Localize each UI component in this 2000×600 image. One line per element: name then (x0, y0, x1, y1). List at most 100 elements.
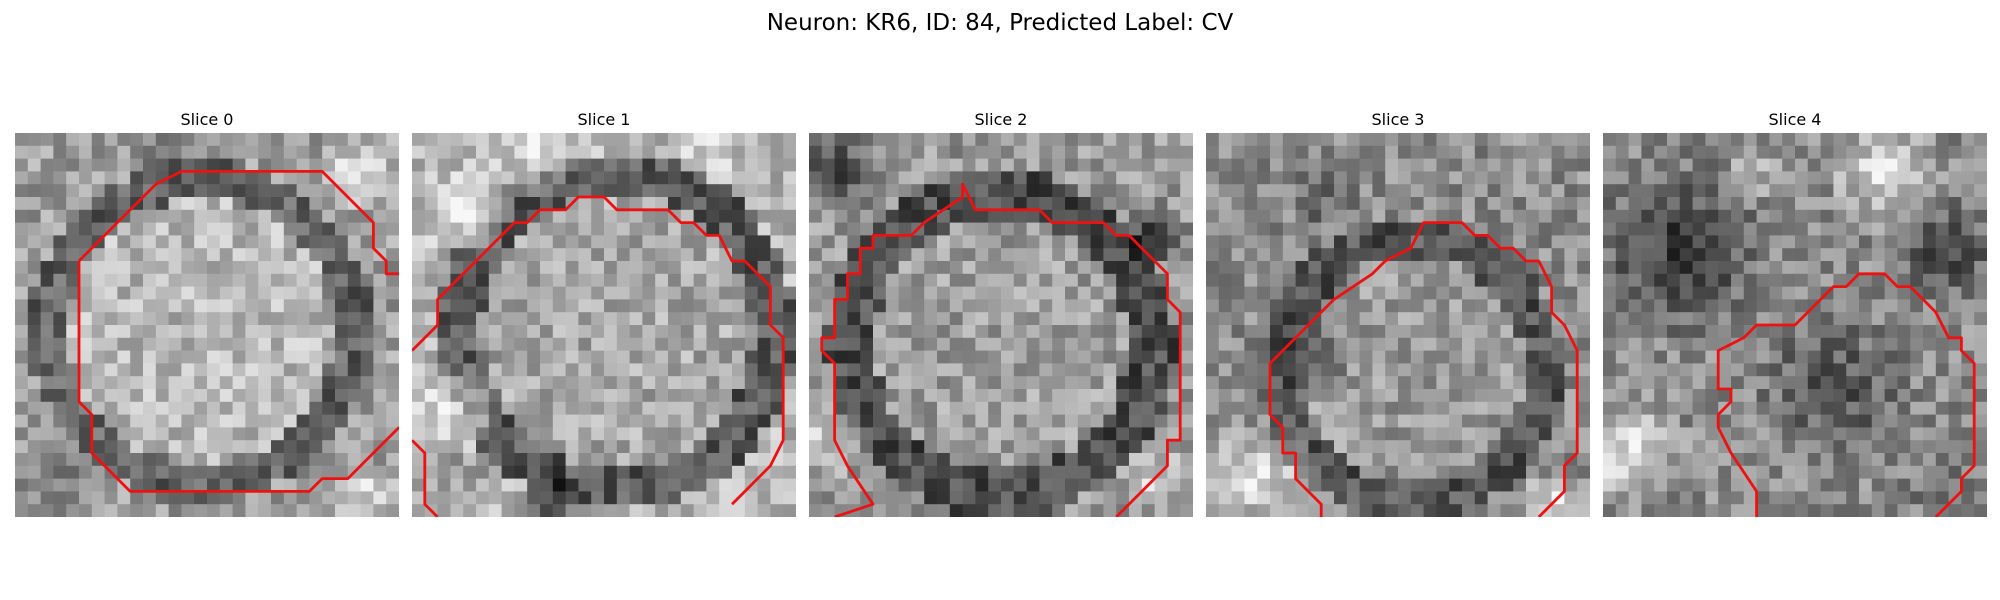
pixel (975, 465, 989, 480)
pixel (1270, 478, 1284, 492)
pixel (591, 363, 605, 377)
pixel (322, 453, 336, 467)
pixel (488, 453, 503, 467)
pixel (15, 465, 29, 480)
pixel (1884, 363, 1898, 377)
pixel (1615, 133, 1630, 147)
pixel (527, 248, 541, 262)
pixel (642, 158, 656, 172)
pixel (1884, 145, 1898, 160)
pixel (1769, 222, 1783, 236)
pixel (488, 158, 503, 172)
pixel (1731, 440, 1745, 454)
pixel (360, 145, 374, 160)
pixel (1782, 325, 1796, 339)
pixel (1756, 389, 1770, 403)
pixel (552, 414, 567, 428)
pixel (1423, 465, 1437, 480)
pixel (1526, 465, 1540, 480)
pixel (1743, 376, 1758, 390)
pixel (732, 261, 746, 275)
pixel (66, 491, 80, 505)
pixel (1897, 133, 1911, 147)
pixel (821, 504, 836, 517)
pixel (322, 504, 336, 517)
pixel (834, 363, 848, 377)
pixel (296, 145, 310, 160)
pixel (347, 401, 362, 416)
pixel (924, 273, 938, 288)
pixel (309, 427, 323, 441)
pixel (949, 465, 964, 480)
pixel (207, 504, 221, 517)
pixel (1820, 414, 1834, 428)
pixel (155, 286, 170, 300)
pixel (1731, 350, 1745, 364)
pixel (1334, 145, 1348, 160)
pixel (1795, 465, 1809, 480)
pixel (1154, 197, 1168, 211)
pixel (79, 133, 93, 147)
pixel (834, 350, 848, 364)
pixel (1667, 171, 1681, 185)
pixel (1218, 184, 1233, 198)
pixel (514, 197, 528, 211)
pixel (706, 273, 720, 288)
pixel (885, 389, 900, 403)
pixel (1295, 171, 1309, 185)
pixel (130, 427, 144, 441)
pixel (66, 184, 80, 198)
pixel (642, 389, 656, 403)
pixel (40, 133, 54, 147)
pixel (1935, 389, 1950, 403)
pixel (1141, 145, 1156, 160)
pixel (1026, 299, 1040, 313)
pixel (885, 312, 900, 326)
pixel (1692, 478, 1706, 492)
pixel (1884, 235, 1898, 249)
pixel (1679, 312, 1694, 326)
pixel (591, 337, 605, 352)
pixel (1564, 389, 1578, 403)
pixel (668, 235, 682, 249)
pixel (629, 414, 643, 428)
pixel (1743, 414, 1758, 428)
pixel (540, 401, 554, 416)
pixel (1321, 158, 1335, 172)
pixel (143, 197, 157, 211)
pixel (1807, 337, 1822, 352)
pixel (1141, 440, 1156, 454)
pixel (1129, 453, 1143, 467)
pixel (1641, 325, 1655, 339)
pixel (1743, 350, 1758, 364)
pixel (130, 158, 144, 172)
pixel (1398, 299, 1412, 313)
pixel (1538, 235, 1553, 249)
pixel (719, 478, 733, 492)
pixel (1436, 350, 1450, 364)
pixel (1257, 184, 1271, 198)
pixel (1065, 440, 1079, 454)
pixel (1923, 235, 1937, 249)
pixel (1090, 133, 1104, 147)
pixel (1244, 376, 1258, 390)
pixel (1103, 325, 1117, 339)
pixel (834, 491, 848, 505)
pixel (347, 414, 362, 428)
pixel (1807, 273, 1822, 288)
pixel (1103, 440, 1117, 454)
pixel (1615, 145, 1630, 160)
slice-panel-1: Slice 1 (412, 0, 796, 600)
pixel (1577, 184, 1590, 198)
pixel (1487, 312, 1501, 326)
pixel (1859, 133, 1873, 147)
pixel (719, 133, 733, 147)
pixel (271, 325, 285, 339)
pixel (1257, 235, 1271, 249)
pixel (412, 401, 426, 416)
pixel (693, 363, 707, 377)
pixel (911, 273, 925, 288)
pixel (1526, 299, 1540, 313)
pixel (732, 363, 746, 377)
pixel (1180, 363, 1193, 377)
